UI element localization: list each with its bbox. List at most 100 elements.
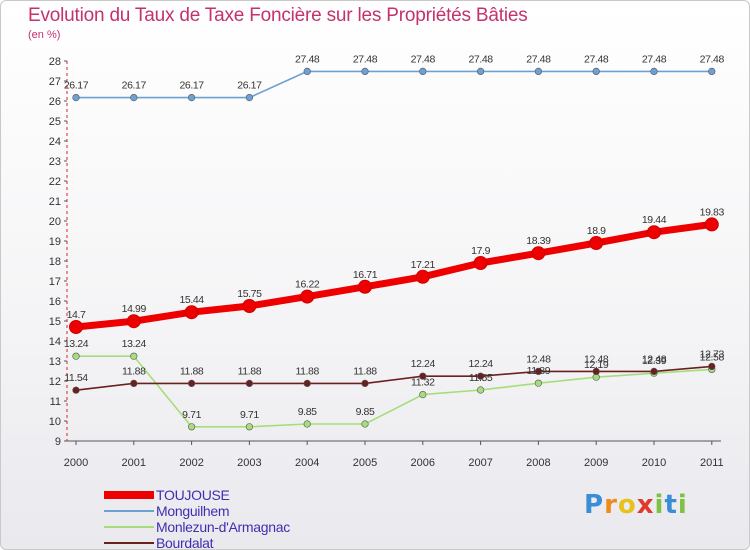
series-line-2: [76, 355, 712, 428]
data-label: 15.75: [237, 288, 262, 300]
data-point: [477, 372, 485, 380]
data-label: 26.17: [64, 80, 89, 92]
chart-title: Evolution du Taux de Taxe Foncière sur l…: [28, 5, 528, 26]
x-tick-label: 2000: [64, 457, 88, 469]
y-tick-label: 17: [49, 276, 61, 288]
data-point: [361, 67, 369, 75]
y-tick-label: 22: [49, 176, 61, 188]
legend-item: TOUJOUSE: [104, 487, 404, 503]
y-tick-label: 25: [49, 116, 61, 128]
data-point: [242, 299, 257, 313]
y-tick-label: 14: [49, 336, 61, 348]
data-label: 18.39: [526, 235, 551, 247]
data-point: [303, 379, 311, 388]
y-tick-label: 27: [49, 76, 61, 88]
data-point: [477, 386, 485, 394]
x-tick-label: 2008: [526, 457, 550, 469]
logo-letter: P: [584, 490, 605, 520]
data-label: 27.48: [411, 53, 436, 65]
data-point: [419, 372, 427, 380]
data-label: 13.24: [64, 338, 89, 350]
data-point: [650, 67, 658, 75]
data-label: 27.48: [526, 53, 551, 65]
y-tick-label: 13: [49, 356, 61, 368]
data-point: [473, 256, 488, 270]
x-tick-label: 2011: [700, 457, 724, 469]
data-point: [647, 225, 661, 240]
y-tick-label: 24: [49, 136, 61, 148]
x-tick-label: 2003: [237, 457, 261, 469]
y-tick-label: 18: [49, 256, 61, 268]
data-point: [69, 320, 83, 334]
data-label: 11.55: [469, 372, 493, 384]
x-tick-label: 2009: [584, 457, 608, 469]
legend-swatch: [104, 491, 154, 499]
data-label: 17.21: [411, 259, 436, 271]
data-point: [419, 391, 427, 399]
data-label: 12.48: [642, 353, 667, 365]
data-label: 17.9: [471, 245, 490, 257]
data-point: [245, 423, 253, 431]
y-tick-label: 26: [49, 96, 61, 108]
data-point: [534, 67, 543, 75]
y-tick-label: 11: [50, 396, 61, 408]
data-label: 11.88: [238, 365, 262, 377]
data-point: [589, 236, 604, 250]
legend-swatch: [104, 510, 154, 512]
data-label: 16.22: [295, 279, 320, 291]
data-point: [708, 362, 716, 371]
data-label: 18.9: [587, 225, 606, 237]
data-point: [419, 67, 427, 75]
data-label: 9.71: [240, 409, 259, 421]
logo-letter: i: [677, 490, 688, 520]
legend-label: Monlezun-d'Armagnac: [156, 519, 290, 535]
data-label: 14.7: [67, 309, 86, 321]
data-label: 27.48: [700, 53, 725, 65]
legend-swatch: [104, 542, 154, 544]
series-line-3: [75, 365, 712, 391]
data-label: 11.88: [122, 365, 146, 377]
data-point: [477, 67, 485, 75]
data-point: [130, 352, 138, 360]
y-tick-label: 10: [49, 416, 61, 428]
data-label: 11.32: [411, 377, 435, 389]
legend-item: Monlezun-d'Armagnac: [104, 519, 404, 535]
legend-label: Bourdalat: [156, 535, 214, 550]
data-label: 9.85: [298, 406, 317, 418]
data-point: [72, 386, 80, 394]
data-label: 19.83: [700, 206, 725, 218]
data-point: [130, 379, 138, 388]
data-label: 12.58: [700, 351, 725, 363]
data-label: 27.48: [295, 53, 320, 65]
data-point: [534, 367, 543, 376]
data-label: 11.54: [64, 372, 88, 384]
data-point: [188, 423, 196, 431]
data-label: 26.17: [179, 80, 204, 92]
data-point: [303, 67, 311, 75]
data-point: [130, 93, 138, 102]
legend-item: Bourdalat: [104, 535, 404, 550]
data-label: 26.17: [122, 80, 147, 92]
y-tick-label: 15: [49, 316, 61, 328]
data-point: [361, 420, 369, 428]
data-point: [358, 279, 372, 294]
data-point: [245, 93, 253, 102]
x-tick-label: 2007: [468, 457, 492, 469]
data-label: 9.85: [356, 406, 375, 418]
data-point: [531, 246, 546, 261]
data-label: 15.44: [179, 294, 204, 306]
data-label: 16.71: [353, 269, 378, 281]
data-point: [361, 379, 369, 388]
y-tick-label: 21: [49, 196, 61, 208]
data-point: [126, 314, 141, 329]
logo-letter: r: [604, 490, 618, 520]
logo-letter: i: [654, 490, 665, 520]
data-label: 12.73: [700, 348, 725, 360]
series-line-0: [75, 220, 713, 331]
data-point: [72, 93, 80, 102]
data-label: 19.44: [642, 214, 667, 226]
legend-item: Monguilhem: [104, 503, 404, 519]
proxiti-logo: Proxiti: [584, 490, 688, 520]
data-label: 12.48: [526, 353, 551, 365]
